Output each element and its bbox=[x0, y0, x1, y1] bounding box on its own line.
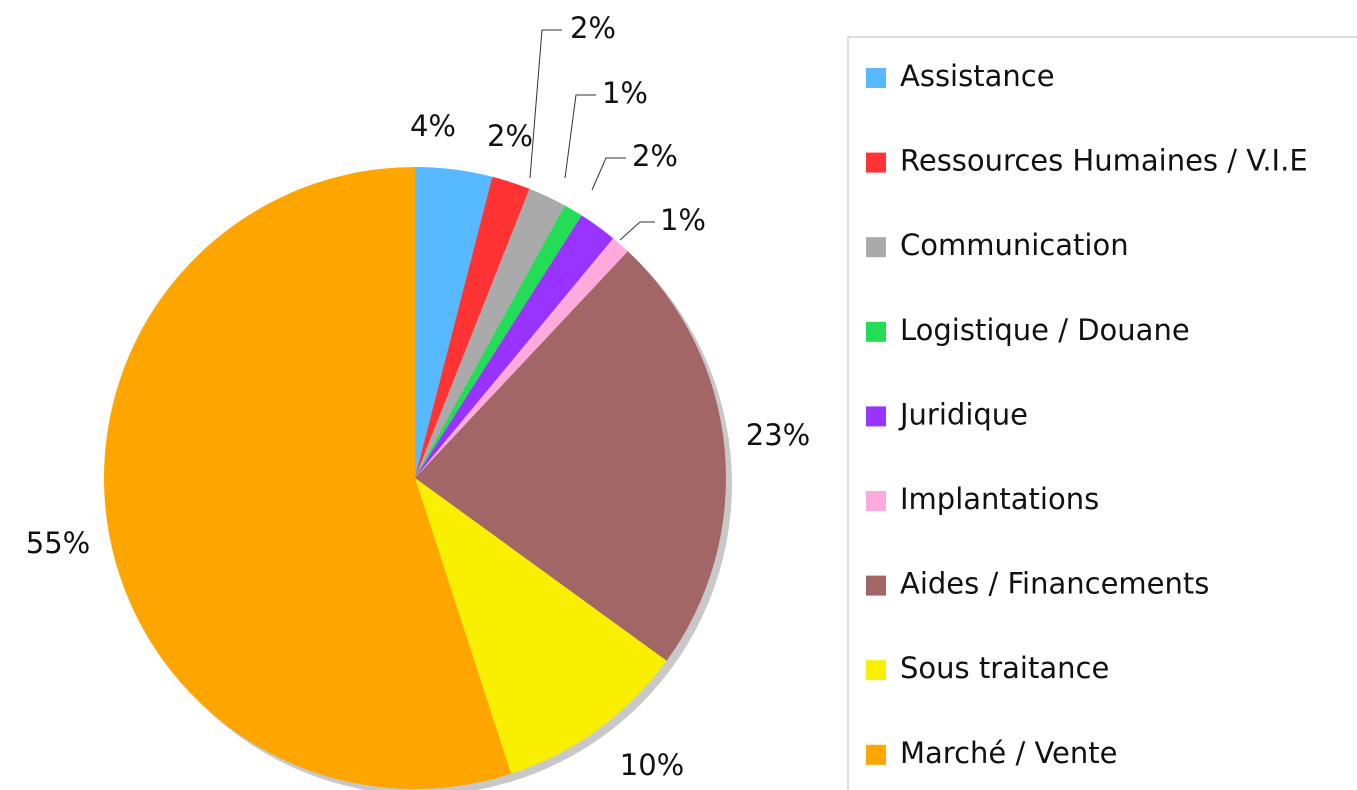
legend-swatch bbox=[866, 406, 886, 427]
legend-swatch bbox=[866, 68, 886, 88]
leader-line bbox=[564, 94, 596, 179]
legend-label: Aides / Financements bbox=[900, 567, 1209, 601]
pie-slice bbox=[415, 176, 530, 478]
legend-box bbox=[847, 36, 1357, 790]
legend-swatch bbox=[866, 660, 886, 681]
pie-slice bbox=[415, 238, 628, 478]
pie-slice bbox=[415, 478, 667, 774]
legend-label: Logistique / Douane bbox=[900, 313, 1190, 347]
legend-swatch bbox=[866, 491, 886, 511]
legend-swatch bbox=[866, 321, 886, 342]
pie-slice bbox=[415, 188, 565, 478]
legend-label: Sous traitance bbox=[900, 651, 1109, 685]
leader-line bbox=[529, 29, 562, 179]
legend-label: Communication bbox=[900, 228, 1129, 262]
data-label: 2% bbox=[632, 139, 678, 173]
pie-slice bbox=[415, 205, 582, 478]
legend-label: Assistance bbox=[900, 59, 1055, 93]
legend-label: Juridique bbox=[898, 397, 1028, 431]
legend-label: Implantations bbox=[900, 482, 1099, 516]
legend-swatch bbox=[866, 744, 886, 765]
legend-label: Ressources Humaines / V.I.E bbox=[900, 144, 1308, 178]
data-label: 2% bbox=[570, 11, 616, 45]
data-label: 1% bbox=[660, 203, 706, 237]
data-label: 23% bbox=[746, 418, 810, 452]
data-label: 55% bbox=[26, 526, 90, 560]
data-label: 2% bbox=[487, 119, 533, 153]
data-label: 1% bbox=[602, 76, 648, 110]
legend-swatch bbox=[866, 575, 886, 596]
data-label: 4% bbox=[410, 109, 456, 143]
data-label: 10% bbox=[620, 748, 684, 782]
legend-label: Marché / Vente bbox=[900, 736, 1117, 770]
pie-slice bbox=[103, 167, 512, 789]
legend-swatch bbox=[866, 237, 886, 258]
leader-line bbox=[591, 157, 626, 191]
pie-slice bbox=[415, 215, 614, 479]
leader-line bbox=[619, 221, 655, 241]
legend-swatch bbox=[866, 152, 886, 173]
pie-slice bbox=[415, 167, 493, 478]
pie-slice bbox=[415, 251, 727, 661]
